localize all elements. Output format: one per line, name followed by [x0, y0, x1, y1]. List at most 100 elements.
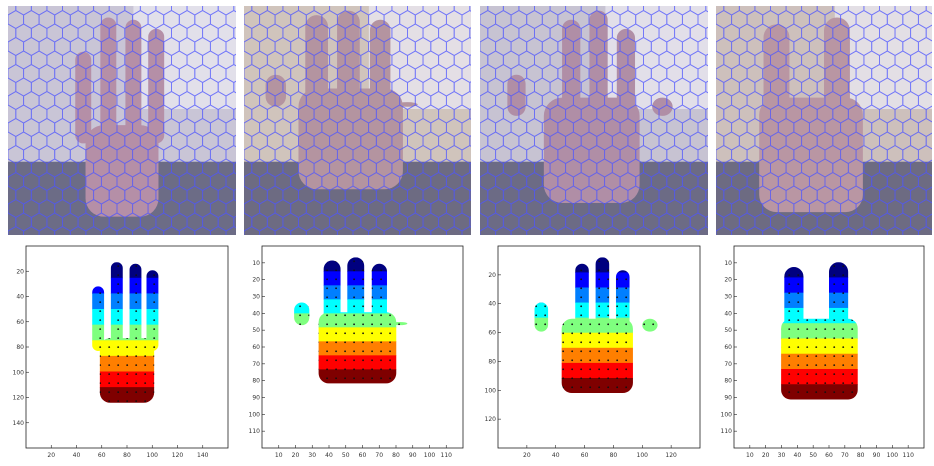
centroid-dot — [144, 346, 147, 349]
centroid-dot — [598, 296, 601, 299]
hand-photo-2 — [244, 6, 471, 235]
centroid-dot — [607, 341, 610, 344]
centroid-dot — [824, 355, 827, 358]
plot-2-svg: 10 20 30 40 50 60 70 80 90 100 110 10 20 30 40 50 60 70 80… — [249, 245, 464, 459]
centroid-dot — [589, 341, 592, 344]
superpixel-cell — [233, 53, 236, 67]
centroid-dot — [380, 314, 382, 317]
centroid-dot — [607, 332, 610, 335]
segmentation-plot-4: 10 20 30 40 50 60 70 80 90 100 110 10 20 30 40 50 60 70 80… — [716, 242, 932, 466]
plot-3-svg: 20 40 60 80 100 120 20 40 60 80 100 120 — [485, 245, 701, 459]
centroid-dot — [99, 337, 102, 340]
centroid-dot — [806, 346, 809, 349]
finger — [337, 10, 360, 107]
centroid-dot — [108, 400, 111, 403]
centroid-dot — [135, 364, 138, 367]
centroid-dot — [144, 400, 147, 403]
centroid-dot — [824, 364, 827, 367]
centroid-dot — [389, 359, 391, 362]
centroid-dot — [580, 323, 583, 326]
centroid-dot — [598, 278, 601, 281]
centroid-dot — [824, 337, 827, 340]
centroid-dot — [616, 350, 619, 353]
x-tick-label: 80 — [610, 452, 618, 459]
centroid-dot — [371, 368, 373, 371]
y-tick-label: 120 — [13, 395, 25, 402]
centroid-dot — [842, 328, 845, 331]
centroid-dot — [380, 287, 382, 290]
centroid-dot — [117, 391, 120, 394]
centroid-dot — [571, 332, 574, 335]
centroid-dot — [842, 265, 845, 268]
centroid-dot — [353, 278, 355, 281]
centroid-dot — [562, 359, 565, 362]
superpixel-cell — [225, 225, 236, 235]
centroid-dot — [788, 301, 791, 304]
centroid-dot — [788, 346, 791, 349]
centroid-dot — [842, 301, 845, 304]
centroid-dot — [607, 323, 610, 326]
centroid-dot — [335, 287, 337, 290]
centroid-dot — [335, 341, 337, 344]
centroid-dot — [380, 359, 382, 362]
heatmap-band — [294, 355, 408, 370]
centroid-dot — [580, 314, 583, 317]
x-tick-label: 100 — [424, 452, 436, 459]
x-tick-label: 100 — [887, 452, 899, 459]
centroid-dot — [788, 355, 791, 358]
centroid-dot — [326, 314, 328, 317]
centroid-dot — [153, 301, 156, 304]
y-tick-label: 60 — [724, 344, 732, 351]
centroid-dot — [353, 341, 355, 344]
plot-1-svg: 20 40 60 80 100 120 140 20 40 60 80 100 120 140 — [13, 245, 229, 459]
centroid-dot — [788, 337, 791, 340]
centroid-dot — [362, 377, 364, 380]
centroid-dot — [598, 350, 601, 353]
centroid-dot — [580, 278, 583, 281]
centroid-dot — [135, 373, 138, 376]
centroid-dot — [589, 386, 592, 389]
hand-photo-1 — [8, 6, 236, 235]
centroid-dot — [99, 328, 102, 331]
centroid-dot — [607, 350, 610, 353]
centroid-dot — [99, 301, 102, 304]
centroid-dot — [353, 314, 355, 317]
centroid-dot — [833, 310, 836, 313]
y-tick-label: 100 — [485, 387, 497, 394]
centroid-dot — [562, 368, 565, 371]
centroid-dot — [99, 292, 102, 295]
centroid-dot — [299, 323, 301, 326]
centroid-dot — [126, 400, 129, 403]
centroid-dot — [562, 332, 565, 335]
centroid-dot — [326, 368, 328, 371]
x-tick-label: 90 — [409, 452, 417, 459]
centroid-dot — [135, 400, 138, 403]
heatmap-band — [534, 377, 658, 394]
centroid-dot — [108, 355, 111, 358]
centroid-dot — [580, 359, 583, 362]
x-tick-label: 120 — [665, 452, 677, 459]
centroid-dot — [535, 314, 538, 317]
centroid-dot — [824, 391, 827, 394]
centroid-dot — [353, 260, 355, 263]
centroid-dot — [788, 373, 791, 376]
centroid-dot — [851, 328, 854, 331]
y-tick-label: 30 — [724, 294, 732, 301]
centroid-dot — [571, 350, 574, 353]
centroid-dot — [833, 337, 836, 340]
centroid-dot — [598, 260, 601, 263]
heatmap-band — [781, 368, 858, 385]
centroid-dot — [117, 283, 120, 286]
centroid-dot — [353, 332, 355, 335]
centroid-dot — [117, 373, 120, 376]
y-tick-label: 10 — [252, 260, 260, 267]
centroid-dot — [806, 373, 809, 376]
plot-4-svg: 10 20 30 40 50 60 70 80 90 100 1101020304050607080… — [721, 245, 925, 459]
centroid-dot — [851, 364, 854, 367]
centroid-dot — [353, 287, 355, 290]
superpixel-cell — [233, 80, 236, 94]
centroid-dot — [833, 274, 836, 277]
centroid-dot — [851, 346, 854, 349]
centroid-dot — [535, 305, 538, 308]
centroid-dot — [598, 386, 601, 389]
